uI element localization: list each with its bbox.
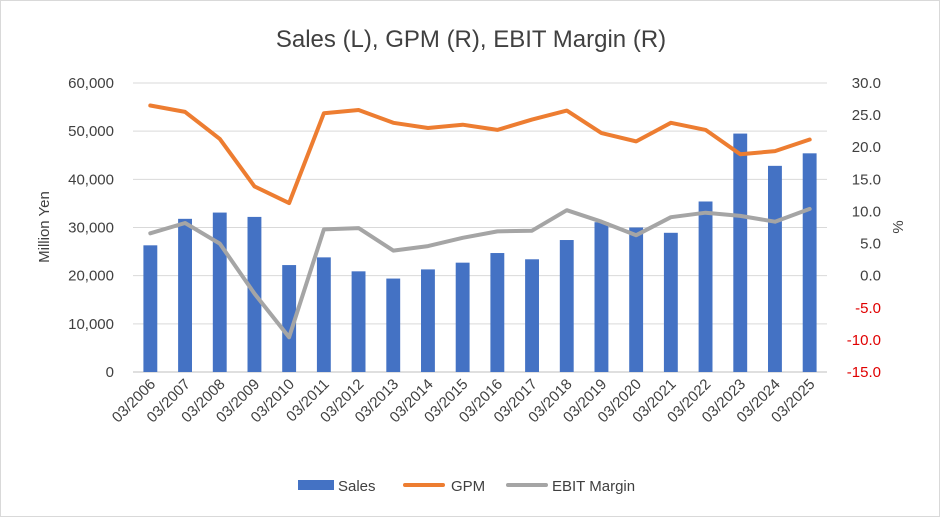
sales-bar (421, 269, 435, 372)
sales-bar (212, 212, 227, 372)
right-tick-label: 0.0 (860, 268, 881, 285)
left-tick-label: 30,000 (68, 220, 114, 237)
right-tick-label: 5.0 (860, 236, 881, 253)
legend: Sales GPM EBIT Margin (298, 478, 635, 495)
sales-bar (178, 218, 192, 372)
legend-swatch (298, 480, 334, 490)
sales-bar (143, 245, 158, 372)
sales-bar (663, 232, 678, 372)
sales-bar (559, 240, 574, 372)
left-tick-label: 40,000 (68, 171, 114, 188)
legend-item-ebit-margin: EBIT Margin (506, 478, 635, 495)
sales-bar (490, 253, 505, 372)
x-axis-ticks: 03/200603/200703/200803/200903/201003/20… (109, 376, 819, 426)
sales-bars (143, 133, 817, 372)
right-tick-label: -10.0 (847, 332, 881, 349)
line-series (148, 103, 812, 340)
right-tick-label: 25.0 (852, 107, 881, 124)
left-tick-label: 60,000 (68, 75, 114, 92)
right-tick-label: -15.0 (847, 364, 881, 381)
left-axis-title: Million Yen (36, 191, 53, 263)
sales-bar (768, 165, 782, 372)
right-tick-label: 30.0 (852, 75, 881, 92)
sales-bar (698, 201, 713, 372)
right-tick-label: 20.0 (852, 139, 881, 156)
sales-bar (386, 278, 401, 372)
left-tick-label: 0 (106, 364, 114, 381)
right-axis-title: % (890, 220, 907, 233)
sales-bar (733, 133, 748, 372)
sales-bar (525, 259, 539, 372)
sales-bar (316, 257, 331, 372)
left-tick-label: 50,000 (68, 123, 114, 140)
sales-bar (629, 227, 644, 372)
legend-item-sales: Sales (298, 478, 376, 495)
legend-item-gpm: GPM (403, 478, 485, 495)
right-tick-label: -5.0 (855, 300, 881, 317)
legend-label: Sales (338, 478, 376, 495)
sales-bar (282, 265, 297, 372)
right-axis-ticks: -15.0 -10.0 -5.0 0.0 5.0 10.0 15.0 20.0 25.0 30.0 (847, 75, 881, 381)
ebit-margin-line (148, 206, 812, 340)
legend-label: EBIT Margin (552, 478, 635, 495)
right-tick-label: 15.0 (852, 171, 881, 188)
sales-bar (455, 262, 470, 372)
right-tick-label: 10.0 (852, 203, 881, 220)
left-tick-label: 20,000 (68, 268, 114, 285)
sales-bar (594, 222, 609, 372)
legend-label: GPM (451, 478, 485, 495)
left-tick-label: 10,000 (68, 316, 114, 333)
gpm-line (148, 103, 812, 206)
chart-title: Sales (L), GPM (R), EBIT Margin (R) (276, 26, 666, 53)
sales-bar (351, 271, 366, 372)
sales-bar (802, 153, 817, 372)
left-axis-ticks: 0 10,000 20,000 30,000 40,000 50,000 60,000 (68, 75, 114, 381)
